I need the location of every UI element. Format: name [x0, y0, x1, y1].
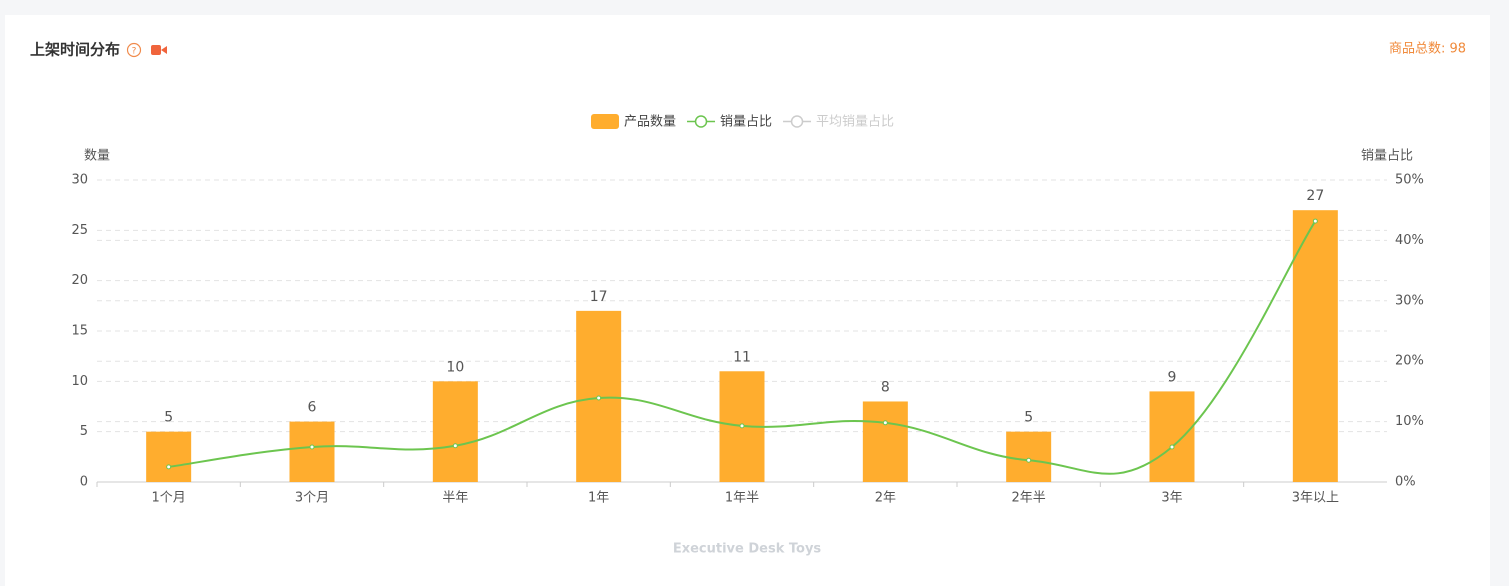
bar — [146, 431, 192, 482]
x-tick-label: 1年 — [588, 491, 609, 506]
total-count: 商品总数: 98 — [1389, 42, 1466, 57]
x-tick-label: 2年 — [875, 491, 896, 506]
y-tick-label: 30 — [71, 173, 88, 188]
legend-swatch-dot — [790, 115, 804, 128]
legend-label[interactable]: 产品数量 — [624, 115, 676, 130]
line-point — [739, 423, 745, 429]
bar-value-label: 5 — [1024, 410, 1033, 426]
x-tick-label: 3个月 — [295, 491, 329, 506]
bar-value-label: 6 — [308, 400, 317, 416]
y-tick-label: 15 — [71, 324, 88, 339]
help-icon-glyph: ? — [132, 47, 137, 57]
y2-tick-label: 40% — [1395, 233, 1424, 248]
bar — [1292, 210, 1338, 482]
y-axis-label: 数量 — [84, 149, 110, 164]
y2-tick-label: 30% — [1395, 293, 1424, 308]
y2-tick-label: 10% — [1395, 414, 1424, 429]
video-icon-tip — [161, 46, 167, 54]
y-tick-label: 0 — [80, 475, 88, 490]
bar-value-label: 5 — [164, 410, 173, 426]
x-tick-label: 1年半 — [725, 491, 759, 506]
bar — [1006, 431, 1052, 482]
line-point — [166, 464, 172, 470]
bar-value-label: 9 — [1168, 369, 1177, 385]
line-point — [882, 420, 888, 426]
legend-swatch-dot — [694, 115, 708, 128]
caption: Executive Desk Toys — [673, 542, 822, 557]
line — [168, 220, 1317, 475]
bar — [1149, 391, 1195, 482]
card-title: 上架时间分布 — [30, 41, 120, 59]
x-tick-label: 1个月 — [152, 491, 186, 506]
bar — [289, 421, 335, 482]
x-tick-label: 3年 — [1161, 491, 1182, 506]
bar — [862, 401, 908, 482]
help-icon[interactable] — [126, 42, 142, 58]
bar — [432, 381, 478, 482]
x-tick-label: 2年半 — [1012, 491, 1046, 506]
legend-label[interactable]: 平均销量占比 — [816, 115, 894, 130]
line-point — [1312, 218, 1318, 224]
y2-tick-label: 20% — [1395, 354, 1424, 369]
x-tick-label: 半年 — [442, 491, 468, 506]
legend: 产品数量 销量占比 平均销量占比 — [591, 114, 894, 130]
y2-axis-label: 销量占比 — [1361, 149, 1413, 164]
y-tick-label: 25 — [71, 223, 88, 238]
bar-value-label: 27 — [1306, 188, 1324, 204]
legend-swatch — [591, 114, 619, 129]
legend-label[interactable]: 销量占比 — [720, 115, 772, 130]
bar-value-label: 17 — [590, 289, 608, 305]
line-point — [452, 443, 458, 449]
line-point — [309, 444, 315, 450]
video-icon[interactable] — [151, 45, 161, 55]
line-point — [1026, 457, 1032, 463]
y2-tick-label: 50% — [1395, 173, 1424, 188]
y2-tick-label: 0% — [1395, 475, 1416, 490]
bar-value-label: 11 — [733, 349, 751, 365]
line-point — [1169, 444, 1175, 450]
y-tick-label: 5 — [80, 424, 88, 439]
y-tick-label: 20 — [71, 273, 88, 288]
bar-value-label: 10 — [446, 359, 464, 375]
line-point — [596, 395, 602, 401]
bar-value-label: 8 — [881, 379, 890, 395]
y-tick-label: 10 — [71, 374, 88, 389]
x-tick-label: 3年以上 — [1292, 491, 1339, 506]
